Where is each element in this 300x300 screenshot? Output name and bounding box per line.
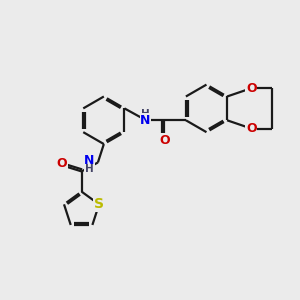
- Text: S: S: [94, 197, 104, 211]
- Text: N: N: [84, 154, 94, 167]
- Text: N: N: [140, 114, 151, 127]
- Text: O: O: [57, 157, 67, 170]
- Text: H: H: [85, 164, 93, 174]
- Text: H: H: [141, 109, 150, 119]
- Text: O: O: [246, 82, 257, 95]
- Text: O: O: [246, 122, 257, 135]
- Text: O: O: [159, 134, 170, 147]
